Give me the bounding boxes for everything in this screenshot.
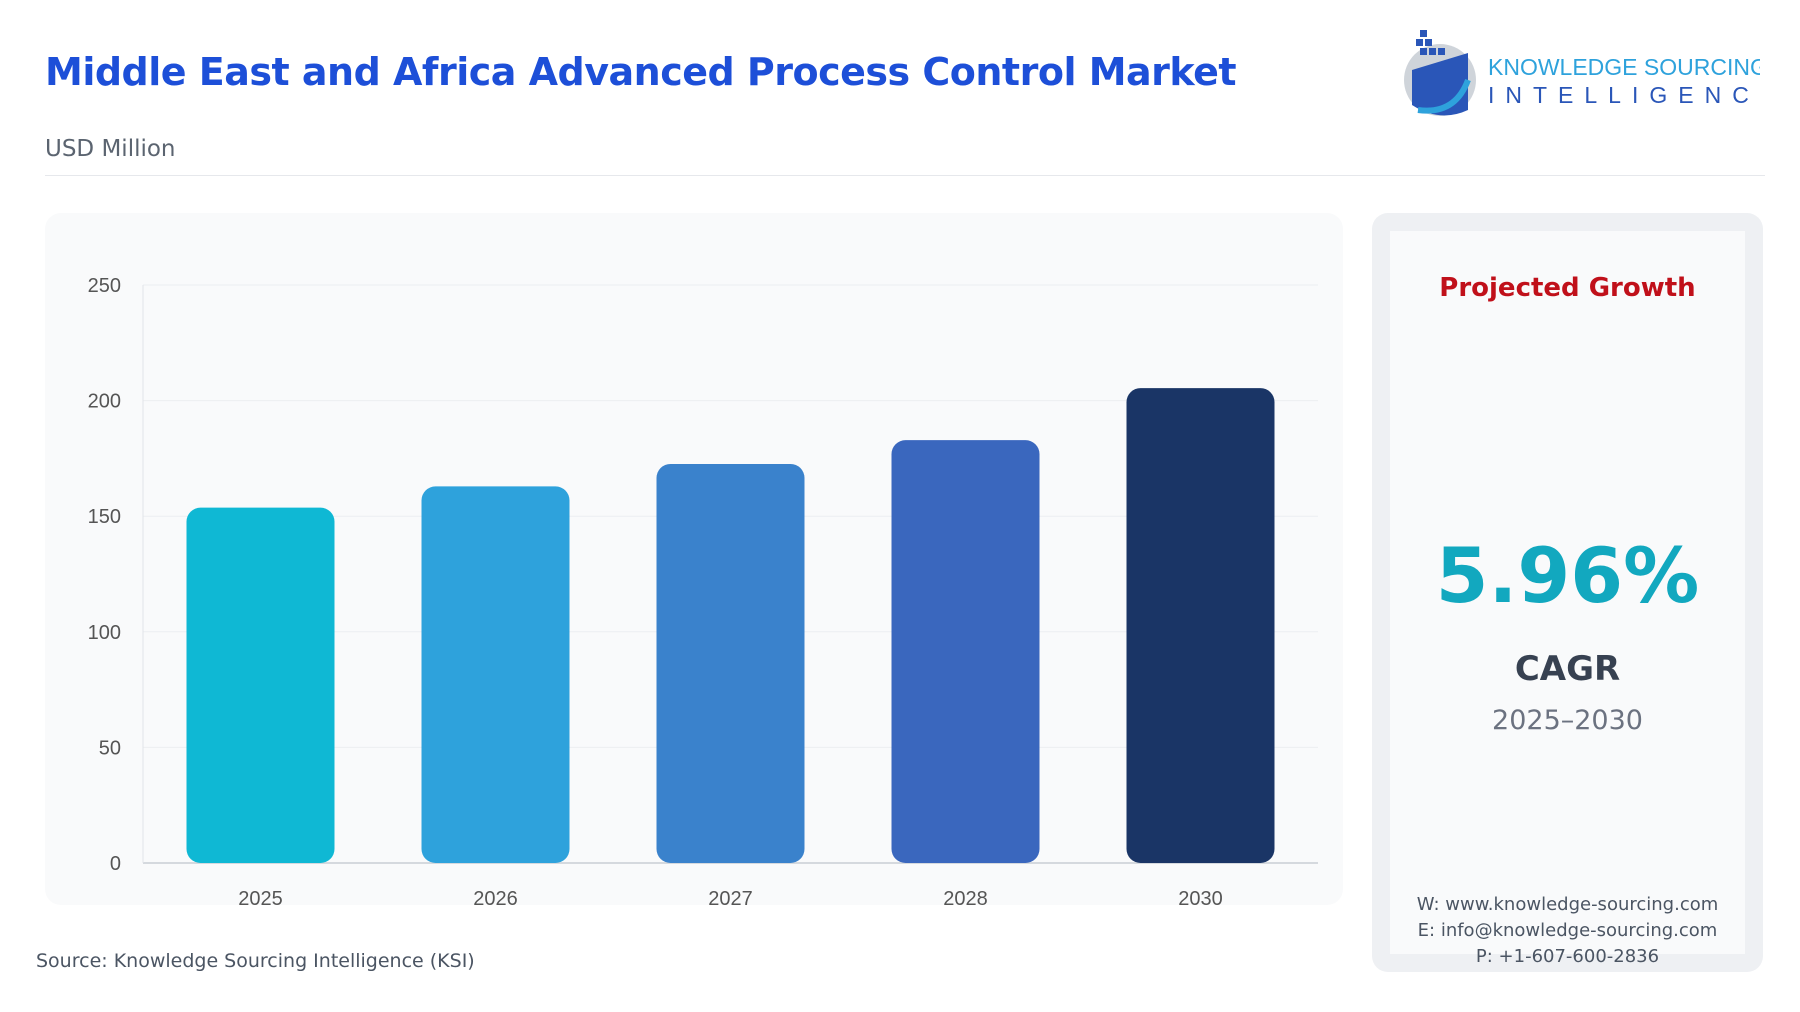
- x-tick-label: 2026: [473, 888, 518, 905]
- y-tick-label: 50: [99, 737, 121, 759]
- bar-2025: [186, 507, 335, 863]
- x-tick-label: 2028: [943, 888, 988, 905]
- bar-chart: 0 50 100 150 200 250 2025 2026 2027 2028 2030: [88, 275, 1318, 905]
- page-title: Middle East and Africa Advanced Process …: [45, 50, 1237, 94]
- x-tick-label: 2025: [238, 888, 283, 905]
- company-logo: KNOWLEDGE SOURCING INTELLIGENCE: [1404, 30, 1760, 116]
- svg-text:INTELLIGENCE: INTELLIGENCE: [1488, 82, 1760, 108]
- contact-email[interactable]: E: info@knowledge-sourcing.com: [1417, 920, 1718, 941]
- y-tick-label: 150: [88, 506, 121, 528]
- unit-label: USD Million: [45, 136, 176, 162]
- growth-panel: Projected Growth 5.96% CAGR 2025–2030 W:…: [1372, 213, 1763, 972]
- bar-2027: [656, 463, 805, 863]
- divider: [45, 175, 1765, 176]
- bar-2028: [891, 440, 1040, 863]
- source-note: Source: Knowledge Sourcing Intelligence …: [36, 950, 475, 972]
- y-tick-label: 250: [88, 275, 121, 297]
- x-tick-label: 2030: [1178, 888, 1223, 905]
- svg-text:KNOWLEDGE SOURCING: KNOWLEDGE SOURCING: [1488, 54, 1760, 80]
- cagr-period: 2025–2030: [1492, 705, 1643, 736]
- cagr-value: 5.96%: [1435, 531, 1700, 620]
- y-tick-label: 0: [110, 853, 121, 875]
- x-tick-label: 2027: [708, 888, 753, 905]
- cagr-label: CAGR: [1514, 649, 1621, 689]
- y-tick-label: 200: [88, 391, 121, 413]
- y-tick-label: 100: [88, 622, 121, 644]
- chart-card: 0 50 100 150 200 250 2025 2026 2027 2028 2030: [45, 213, 1343, 905]
- contact-web[interactable]: W: www.knowledge-sourcing.com: [1416, 894, 1719, 915]
- bar-2030: [1126, 388, 1275, 863]
- bar-2026: [421, 486, 570, 863]
- growth-heading: Projected Growth: [1439, 273, 1696, 303]
- contact-phone: P: +1-607-600-2836: [1475, 946, 1660, 967]
